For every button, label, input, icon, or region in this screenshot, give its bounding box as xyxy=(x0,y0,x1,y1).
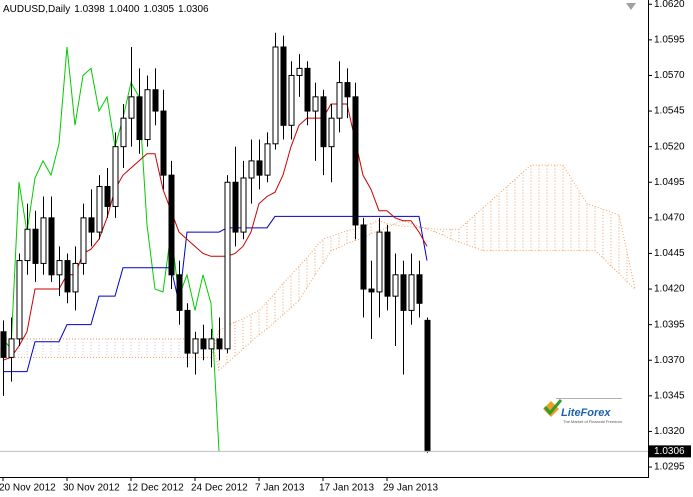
price-label-box xyxy=(649,445,691,458)
candle-body xyxy=(48,217,55,276)
candle-body xyxy=(272,46,279,145)
candle-body xyxy=(240,177,247,233)
candle-body xyxy=(120,117,127,148)
candle-body xyxy=(216,338,223,350)
candle-body xyxy=(0,331,7,358)
candle-body xyxy=(408,274,415,311)
candle-body xyxy=(128,96,135,119)
candle-body xyxy=(296,67,303,76)
candle-body xyxy=(360,224,367,290)
candle-body xyxy=(88,217,95,233)
candle-body xyxy=(352,96,359,226)
chikou-line xyxy=(2,46,220,452)
candle-body xyxy=(280,46,287,126)
chart-header: AUDUSD,Daily 1.0398 1.0400 1.0305 1.0306 xyxy=(3,4,209,15)
header-low: 1.0305 xyxy=(143,4,174,15)
candle-body xyxy=(184,309,191,354)
candle-body xyxy=(64,260,71,293)
candle-body xyxy=(208,338,215,350)
y-tick-label: 1.0495 xyxy=(654,177,685,188)
logo-name: LiteForex xyxy=(561,407,611,419)
candle-body xyxy=(104,186,111,207)
candle-body xyxy=(32,228,39,264)
y-tick-label: 1.0520 xyxy=(654,141,685,152)
y-tick-label: 1.0545 xyxy=(654,106,685,117)
candle-body xyxy=(384,231,391,297)
candle-body xyxy=(232,181,239,233)
candle-body xyxy=(368,288,375,293)
price-label: 1.0306 xyxy=(654,446,685,457)
candle-body xyxy=(224,181,231,350)
candle-body xyxy=(376,231,383,293)
y-tick-label: 1.0595 xyxy=(654,35,685,46)
candle-body xyxy=(400,274,407,311)
logo-check xyxy=(543,399,563,416)
x-tick-label: 30 Nov 2012 xyxy=(63,483,120,494)
candle-body xyxy=(160,110,167,176)
candle-body xyxy=(336,82,343,119)
y-tick-label: 1.0345 xyxy=(654,390,685,401)
y-tick-label: 1.0445 xyxy=(654,248,685,259)
y-tick-label: 1.0420 xyxy=(654,284,685,295)
x-tick-label: 24 Dec 2012 xyxy=(191,483,248,494)
logo: LiteForex The Market of Financial Freedo… xyxy=(543,398,623,424)
candle-body xyxy=(344,82,351,98)
candle-body xyxy=(24,228,31,262)
candle-body xyxy=(152,89,159,112)
x-tick-label: 12 Dec 2012 xyxy=(127,483,184,494)
chart-title: AUDUSD,Daily xyxy=(3,4,70,15)
candle-body xyxy=(392,274,399,297)
x-tick-label: 7 Jan 2013 xyxy=(255,483,305,494)
span-b-line xyxy=(3,164,636,358)
x-tick-label: 17 Jan 2013 xyxy=(319,483,374,494)
candle-body xyxy=(312,96,319,112)
candle-body xyxy=(112,146,119,207)
candle-body xyxy=(40,217,47,264)
candle-body xyxy=(176,274,183,311)
candle-body xyxy=(16,260,23,340)
shift-marker xyxy=(626,3,636,10)
candle-body xyxy=(144,89,151,141)
candle-body xyxy=(320,96,327,148)
span-a-line xyxy=(3,220,636,372)
candle-body xyxy=(72,262,79,293)
y-tick-label: 1.0620 xyxy=(654,0,685,10)
candle-body xyxy=(264,143,271,176)
header-close: 1.0306 xyxy=(178,4,209,15)
header-high: 1.0400 xyxy=(109,4,140,15)
candle-body xyxy=(256,160,263,176)
candle-body xyxy=(248,160,255,179)
candle-body xyxy=(288,74,295,126)
candle-body xyxy=(192,338,199,354)
y-tick-label: 1.0395 xyxy=(654,319,685,330)
y-tick-label: 1.0370 xyxy=(654,355,685,366)
candle-body xyxy=(8,338,15,358)
candle-body xyxy=(136,96,143,141)
header-open: 1.0398 xyxy=(74,4,105,15)
candle-body xyxy=(96,186,103,233)
candle-body xyxy=(56,260,63,276)
candle-body xyxy=(168,174,175,276)
candle-body xyxy=(304,67,311,112)
logo-tagline: The Market of Financial Freedom xyxy=(563,419,623,424)
candle-body xyxy=(200,338,207,350)
y-tick-label: 1.0320 xyxy=(654,426,685,437)
candle-body xyxy=(328,117,335,148)
y-tick-label: 1.0570 xyxy=(654,70,685,81)
y-tick-label: 1.0295 xyxy=(654,462,685,473)
candle-body xyxy=(416,274,423,304)
candle-body xyxy=(80,217,87,264)
x-tick-label: 20 Nov 2012 xyxy=(0,483,56,494)
y-tick-label: 1.0470 xyxy=(654,212,685,223)
x-tick-label: 29 Jan 2013 xyxy=(383,483,438,494)
candles xyxy=(0,32,431,453)
candle-body xyxy=(424,319,431,452)
